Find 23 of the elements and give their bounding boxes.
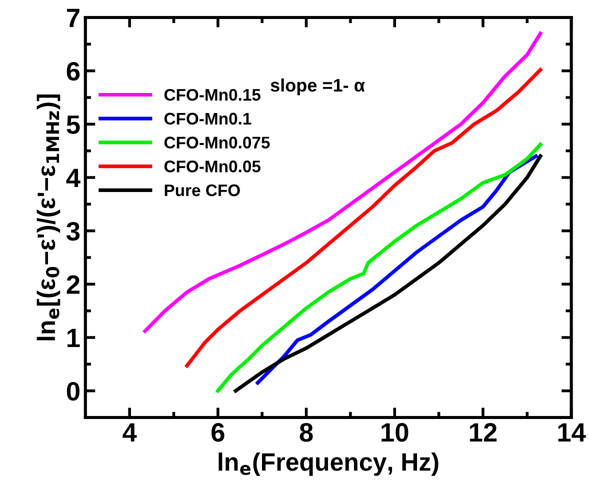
x-tick-label: 6 bbox=[212, 423, 224, 442]
y-tick-label: 6 bbox=[66, 62, 80, 81]
y-tick-label: 3 bbox=[66, 222, 80, 241]
legend-label: CFO-Mn0.1 bbox=[164, 112, 252, 125]
y-tick-label: 0 bbox=[66, 382, 80, 401]
legend-label: CFO-Mn0.075 bbox=[164, 136, 270, 148]
legend-label: Pure CFO bbox=[164, 184, 240, 196]
line-series bbox=[143, 32, 542, 333]
y-tick-label: 1 bbox=[68, 328, 80, 348]
annotation: slope =1- α bbox=[270, 78, 365, 96]
x-tick-label: 12 bbox=[470, 423, 497, 442]
x-tick-label: 4 bbox=[122, 423, 137, 442]
x-tick-label: 14 bbox=[558, 423, 586, 442]
legend-label: CFO-Mn0.15 bbox=[164, 88, 261, 101]
x-axis-title: ln$_{e}$(Frequency, Hz) bbox=[218, 452, 438, 476]
x-tick-label: 10 bbox=[382, 423, 408, 442]
x-tick-label: 8 bbox=[300, 423, 313, 442]
y-axis-title: ln$_{e}$[(ε$_{0}$−ε')/(ε'−ε$_{1MHz}$)] bbox=[36, 94, 60, 340]
y-tick-label: 5 bbox=[66, 116, 80, 134]
legend-label: CFO-Mn0.05 bbox=[164, 160, 261, 172]
y-tick-label: 4 bbox=[66, 168, 80, 188]
y-tick-label: 2 bbox=[66, 275, 80, 294]
y-tick-label: 7 bbox=[67, 8, 80, 28]
